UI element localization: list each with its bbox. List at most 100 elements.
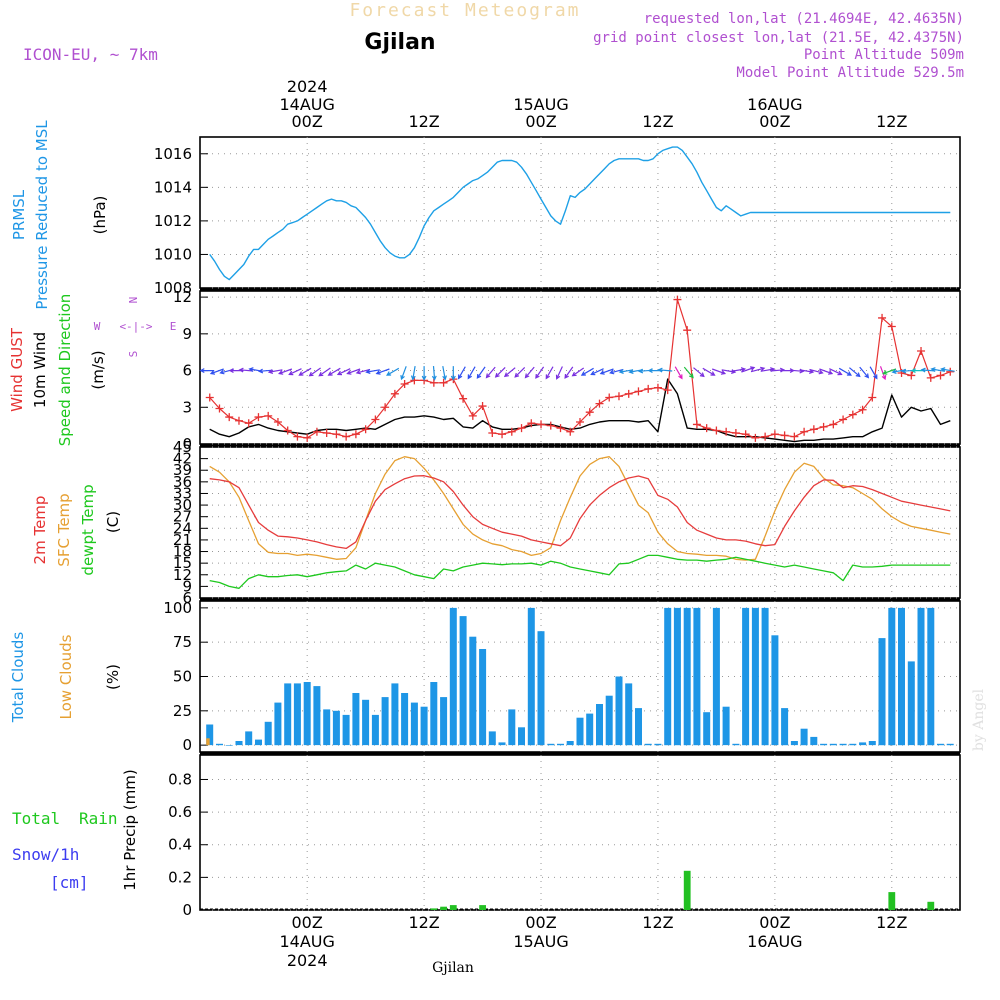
total-cloud-bar: [654, 743, 662, 746]
total-cloud-bar: [362, 699, 370, 746]
rain-bar: [449, 905, 457, 910]
total-cloud-bar: [245, 731, 253, 746]
gust-point: [342, 432, 351, 441]
total-cloud-bar: [274, 702, 282, 746]
wind-arrow: [386, 367, 400, 376]
total-cloud-bar: [206, 724, 214, 746]
total-cloud-bar: [479, 649, 487, 746]
gust-point: [283, 426, 292, 435]
gust-point: [498, 430, 507, 439]
total-cloud-bar: [216, 743, 223, 746]
gust-point: [741, 430, 750, 439]
gust-point: [546, 421, 555, 430]
total-cloud-bar: [635, 708, 642, 746]
total-cloud-bar: [898, 607, 905, 746]
wind-arrow: [657, 367, 673, 373]
gust-point: [244, 419, 253, 428]
total-cloud-bar: [566, 741, 574, 746]
ytick-label-temp: 9: [182, 577, 192, 595]
total-cloud-bar: [625, 683, 633, 746]
gust-point: [556, 424, 565, 433]
label-prmsl-desc: Pressure Reduced to MSL: [33, 120, 51, 310]
total-cloud-bar: [888, 607, 896, 746]
ytick-label-pressure: 1008: [154, 279, 192, 297]
wind-arrow: [365, 369, 380, 374]
total-cloud-bar: [488, 731, 496, 746]
wind-arrow: [940, 367, 955, 372]
date-label-bottom: 16AUG: [747, 932, 802, 951]
label-cloud-unit: (%): [104, 664, 122, 690]
gust-point: [800, 427, 809, 436]
gust-point: [400, 380, 409, 389]
label-precip-unit: 1hr Precip (mm): [121, 769, 139, 890]
gust-point: [858, 405, 867, 414]
wind-arrow: [721, 369, 737, 374]
gust-point: [878, 313, 887, 322]
total-cloud-bar: [352, 693, 360, 746]
wind-arrow: [503, 367, 516, 378]
gust-point: [761, 432, 770, 441]
gust-point: [673, 295, 682, 304]
total-cloud-bar: [225, 745, 233, 746]
gust-point: [751, 433, 760, 442]
wind-arrow: [410, 365, 416, 381]
gust-point: [293, 432, 302, 441]
pressure-line: [209, 146, 951, 281]
wind-arrow: [571, 367, 585, 377]
ytick-label-temp: 36: [173, 473, 192, 491]
wind-arrow: [799, 369, 815, 374]
date-label-top: 14AUG: [279, 95, 334, 114]
gust-point: [585, 408, 594, 417]
wind-arrow: [879, 366, 887, 381]
gust-point: [595, 399, 604, 408]
wind-arrow: [400, 366, 407, 381]
wind-arrow: [457, 366, 466, 380]
ytick-label-precip: 0.4: [168, 836, 192, 854]
gust-point: [507, 427, 516, 436]
total-cloud-bar: [829, 743, 837, 746]
total-cloud-bar: [693, 607, 701, 746]
gust-point: [361, 425, 370, 434]
time-label-bottom: 00Z: [525, 913, 556, 932]
footer-location: Gjilan: [432, 960, 474, 976]
ytick-label-pressure: 1016: [154, 145, 192, 163]
ytick-label-pressure: 1014: [154, 178, 192, 196]
rain-bar: [683, 870, 691, 910]
ytick-label-temp: 42: [173, 450, 192, 468]
total-cloud-bar: [440, 697, 448, 746]
wind-arrow: [308, 367, 321, 377]
gust-point: [790, 432, 799, 441]
ytick-label-temp: 30: [173, 496, 192, 514]
low-cloud-bar: [206, 738, 210, 746]
label-total: Total: [12, 809, 60, 828]
total-cloud-bar: [498, 742, 506, 746]
wind-arrow: [674, 366, 683, 380]
total-cloud-bar: [508, 709, 516, 746]
label-wind-unit: (m/s): [89, 350, 107, 389]
time-label-top: 00Z: [525, 112, 556, 131]
wind-arrow: [535, 366, 545, 379]
wind-arrow: [882, 368, 897, 375]
total-cloud-bar: [255, 739, 262, 746]
total-cloud-bar: [771, 635, 779, 746]
gust-point: [692, 420, 701, 429]
gust-point: [322, 428, 331, 437]
wind-arrow: [564, 366, 574, 379]
total-cloud-bar: [605, 695, 613, 746]
ytick-label-clouds: 25: [173, 702, 192, 720]
time-label-bottom: 12Z: [642, 913, 673, 932]
wind-arrow: [318, 367, 331, 377]
ytick-label-clouds: 50: [173, 668, 192, 686]
label-sfc: SFC Temp: [55, 493, 73, 566]
gust-point: [381, 403, 390, 412]
wind-arrow: [346, 368, 361, 375]
total-cloud-bar: [469, 636, 477, 746]
gust-point: [683, 326, 692, 335]
total-cloud-bar: [849, 743, 857, 746]
total-cloud-bar: [235, 741, 243, 746]
total-cloud-bar: [946, 743, 954, 746]
label-wind: 10m Wind: [31, 332, 49, 408]
ytick-label-wind: 12: [173, 288, 192, 306]
